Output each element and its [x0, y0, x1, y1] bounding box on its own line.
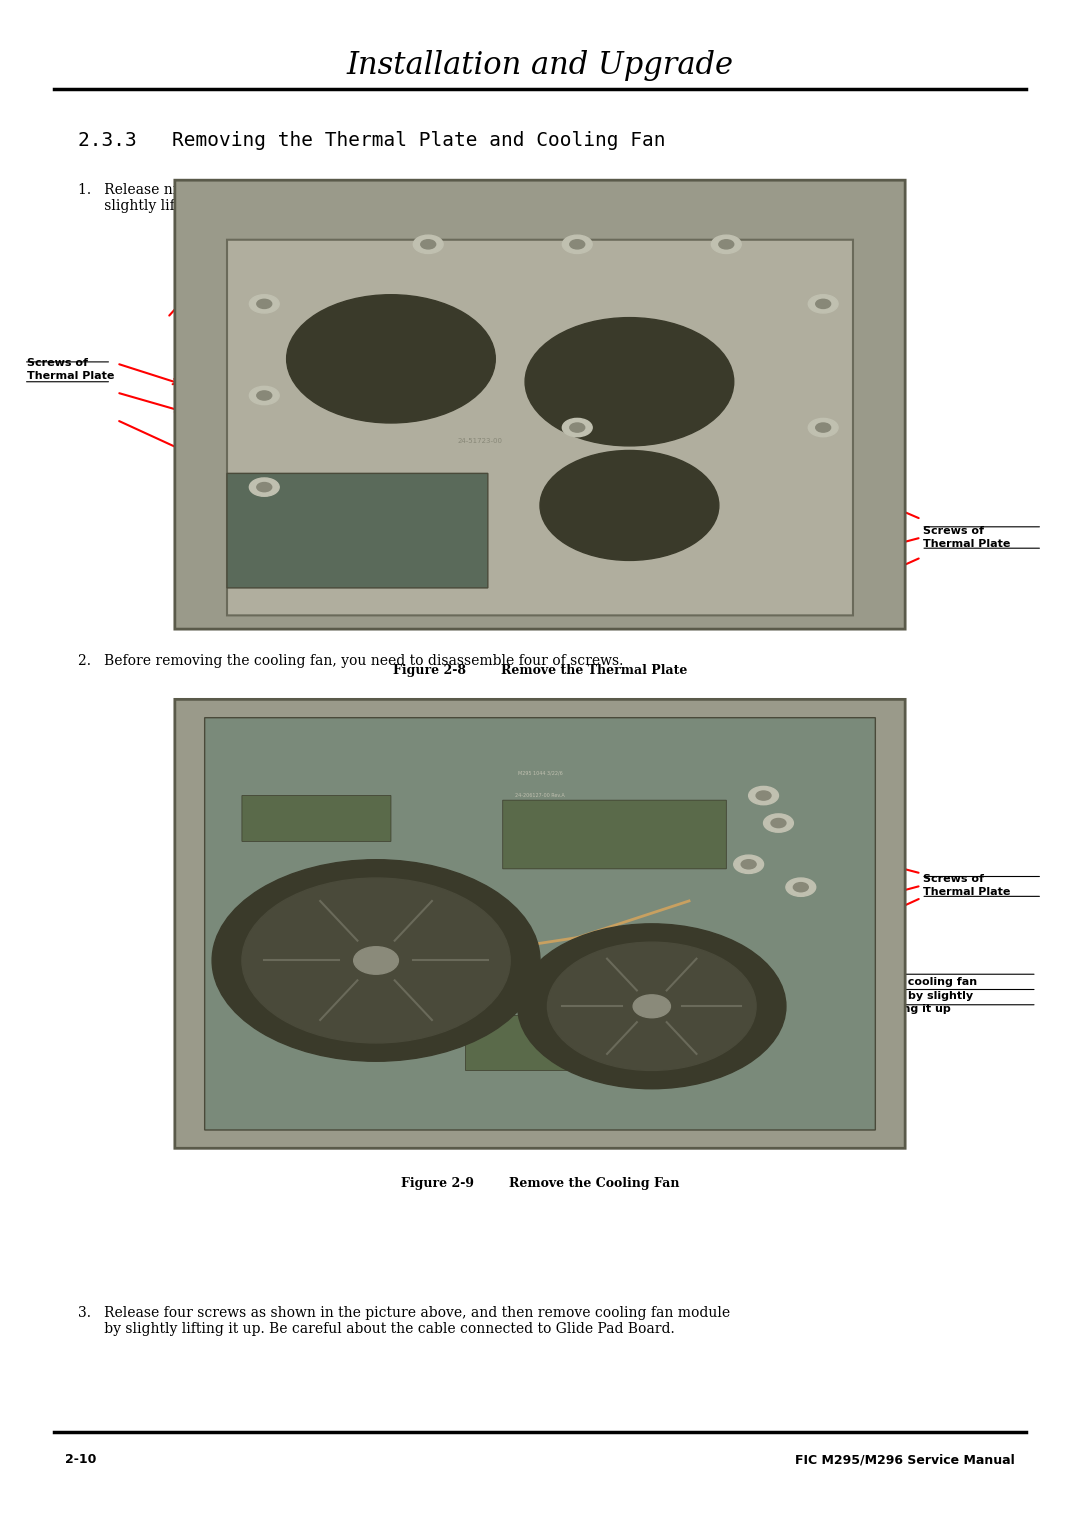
Circle shape: [808, 295, 838, 313]
Text: M295 1044 3/22/6: M295 1044 3/22/6: [517, 770, 563, 776]
Text: 2-10: 2-10: [65, 1454, 96, 1466]
Text: Screws of
Thermal Plate: Screws of Thermal Plate: [923, 873, 1011, 898]
FancyBboxPatch shape: [227, 473, 488, 588]
Text: 24-206127-00 Rev.A: 24-206127-00 Rev.A: [515, 793, 565, 799]
Circle shape: [563, 418, 592, 437]
FancyBboxPatch shape: [242, 796, 391, 841]
Circle shape: [212, 860, 540, 1061]
Circle shape: [249, 295, 280, 313]
Text: 2.   Before removing the cooling fan, you need to disassemble four of screws.: 2. Before removing the cooling fan, you …: [78, 654, 623, 667]
Circle shape: [633, 996, 671, 1017]
Circle shape: [771, 818, 786, 828]
Circle shape: [794, 883, 808, 892]
Circle shape: [808, 418, 838, 437]
Circle shape: [286, 295, 496, 423]
Text: 1.   Release nine screws as shown in the picture below, and then remove Thermal : 1. Release nine screws as shown in the p…: [78, 183, 716, 214]
Circle shape: [764, 814, 794, 832]
Circle shape: [570, 423, 584, 432]
Circle shape: [815, 299, 831, 308]
Circle shape: [257, 391, 272, 400]
Circle shape: [249, 386, 280, 405]
Circle shape: [570, 240, 584, 249]
FancyBboxPatch shape: [227, 240, 853, 615]
Text: Screws of
Thermal Plate: Screws of Thermal Plate: [923, 525, 1011, 550]
Circle shape: [756, 791, 771, 800]
Circle shape: [748, 786, 779, 805]
Text: 3.   Release four screws as shown in the picture above, and then remove cooling : 3. Release four screws as shown in the p…: [78, 1306, 730, 1336]
Circle shape: [540, 450, 719, 560]
Circle shape: [242, 878, 510, 1043]
Circle shape: [563, 235, 592, 253]
Text: 24-51723-00: 24-51723-00: [458, 438, 503, 444]
FancyBboxPatch shape: [175, 180, 905, 629]
Text: 2.3.3   Removing the Thermal Plate and Cooling Fan: 2.3.3 Removing the Thermal Plate and Coo…: [78, 131, 665, 150]
Text: Remove cooling fan
module by slightly
lifting it up: Remove cooling fan module by slightly li…: [854, 977, 977, 1014]
Text: Installation and Upgrade: Installation and Upgrade: [347, 50, 733, 81]
Circle shape: [815, 423, 831, 432]
Circle shape: [525, 318, 733, 446]
FancyBboxPatch shape: [205, 718, 876, 1130]
Circle shape: [719, 240, 733, 249]
Text: Figure 2-8        Remove the Thermal Plate: Figure 2-8 Remove the Thermal Plate: [393, 664, 687, 676]
Text: Figure 2-9        Remove the Cooling Fan: Figure 2-9 Remove the Cooling Fan: [401, 1177, 679, 1190]
FancyBboxPatch shape: [465, 1015, 652, 1070]
Circle shape: [257, 483, 272, 492]
FancyBboxPatch shape: [503, 800, 727, 869]
Circle shape: [354, 947, 399, 974]
Circle shape: [414, 235, 443, 253]
FancyBboxPatch shape: [175, 699, 905, 1148]
Circle shape: [421, 240, 435, 249]
Circle shape: [257, 299, 272, 308]
Circle shape: [733, 855, 764, 873]
Circle shape: [548, 942, 756, 1070]
Circle shape: [786, 878, 815, 896]
Text: FIC M295/M296 Service Manual: FIC M295/M296 Service Manual: [796, 1454, 1015, 1466]
Circle shape: [517, 924, 786, 1089]
Circle shape: [741, 860, 756, 869]
Text: Screws of
Thermal Plate: Screws of Thermal Plate: [27, 357, 114, 382]
Circle shape: [249, 478, 280, 496]
Circle shape: [712, 235, 741, 253]
